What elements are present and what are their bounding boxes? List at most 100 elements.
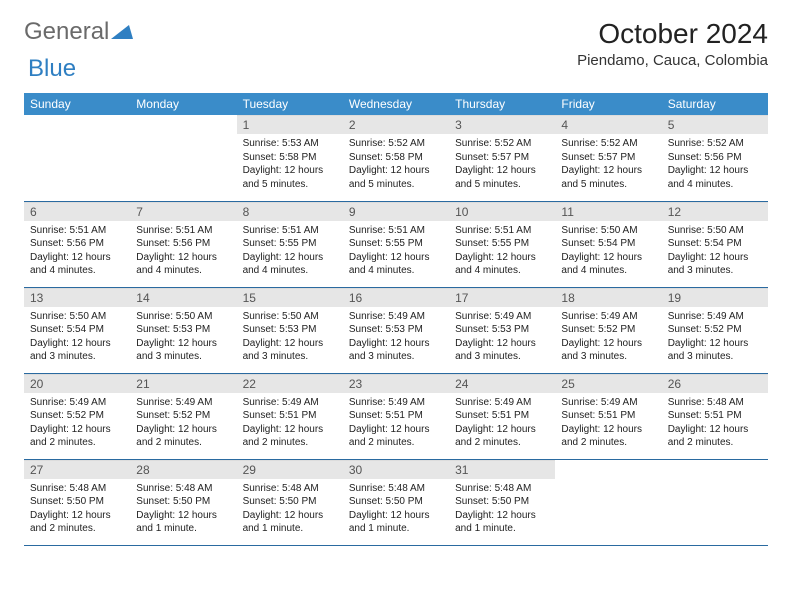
day-details: Sunrise: 5:49 AMSunset: 5:52 PMDaylight:…	[662, 307, 768, 369]
calendar-week-row: 13Sunrise: 5:50 AMSunset: 5:54 PMDayligh…	[24, 287, 768, 373]
day-details: Sunrise: 5:49 AMSunset: 5:52 PMDaylight:…	[555, 307, 661, 369]
location-text: Piendamo, Cauca, Colombia	[577, 52, 768, 69]
logo: General	[24, 18, 133, 46]
title-block: October 2024 Piendamo, Cauca, Colombia	[577, 18, 768, 69]
calendar-day-cell	[555, 459, 661, 545]
calendar-day-cell: 3Sunrise: 5:52 AMSunset: 5:57 PMDaylight…	[449, 115, 555, 201]
weekday-header: Wednesday	[343, 93, 449, 115]
calendar-day-cell: 30Sunrise: 5:48 AMSunset: 5:50 PMDayligh…	[343, 459, 449, 545]
day-details: Sunrise: 5:48 AMSunset: 5:50 PMDaylight:…	[24, 479, 130, 541]
calendar-day-cell	[662, 459, 768, 545]
day-number: 28	[130, 460, 236, 479]
day-number: 17	[449, 288, 555, 307]
day-details: Sunrise: 5:48 AMSunset: 5:51 PMDaylight:…	[662, 393, 768, 455]
day-number: 27	[24, 460, 130, 479]
day-number: 18	[555, 288, 661, 307]
calendar-day-cell: 19Sunrise: 5:49 AMSunset: 5:52 PMDayligh…	[662, 287, 768, 373]
weekday-header: Thursday	[449, 93, 555, 115]
day-number: 13	[24, 288, 130, 307]
calendar-day-cell: 13Sunrise: 5:50 AMSunset: 5:54 PMDayligh…	[24, 287, 130, 373]
day-number: 7	[130, 202, 236, 221]
day-details: Sunrise: 5:49 AMSunset: 5:51 PMDaylight:…	[237, 393, 343, 455]
day-details: Sunrise: 5:49 AMSunset: 5:51 PMDaylight:…	[343, 393, 449, 455]
calendar-day-cell: 17Sunrise: 5:49 AMSunset: 5:53 PMDayligh…	[449, 287, 555, 373]
calendar-day-cell: 6Sunrise: 5:51 AMSunset: 5:56 PMDaylight…	[24, 201, 130, 287]
calendar-header: SundayMondayTuesdayWednesdayThursdayFrid…	[24, 93, 768, 115]
calendar-day-cell: 1Sunrise: 5:53 AMSunset: 5:58 PMDaylight…	[237, 115, 343, 201]
day-number: 2	[343, 115, 449, 134]
day-details: Sunrise: 5:52 AMSunset: 5:57 PMDaylight:…	[449, 134, 555, 196]
weekday-header: Tuesday	[237, 93, 343, 115]
day-number: 10	[449, 202, 555, 221]
day-details: Sunrise: 5:51 AMSunset: 5:55 PMDaylight:…	[343, 221, 449, 283]
day-details: Sunrise: 5:49 AMSunset: 5:52 PMDaylight:…	[130, 393, 236, 455]
day-number: 1	[237, 115, 343, 134]
calendar-day-cell: 26Sunrise: 5:48 AMSunset: 5:51 PMDayligh…	[662, 373, 768, 459]
calendar-day-cell: 25Sunrise: 5:49 AMSunset: 5:51 PMDayligh…	[555, 373, 661, 459]
day-number: 26	[662, 374, 768, 393]
day-details: Sunrise: 5:48 AMSunset: 5:50 PMDaylight:…	[343, 479, 449, 541]
day-details: Sunrise: 5:50 AMSunset: 5:54 PMDaylight:…	[555, 221, 661, 283]
weekday-header: Monday	[130, 93, 236, 115]
day-number: 23	[343, 374, 449, 393]
day-number: 16	[343, 288, 449, 307]
day-number: 24	[449, 374, 555, 393]
day-number: 3	[449, 115, 555, 134]
calendar-day-cell: 4Sunrise: 5:52 AMSunset: 5:57 PMDaylight…	[555, 115, 661, 201]
day-number: 22	[237, 374, 343, 393]
calendar-day-cell: 18Sunrise: 5:49 AMSunset: 5:52 PMDayligh…	[555, 287, 661, 373]
calendar-day-cell: 7Sunrise: 5:51 AMSunset: 5:56 PMDaylight…	[130, 201, 236, 287]
day-details: Sunrise: 5:51 AMSunset: 5:56 PMDaylight:…	[24, 221, 130, 283]
logo-triangle-icon	[111, 18, 133, 46]
day-number: 9	[343, 202, 449, 221]
calendar-week-row: 6Sunrise: 5:51 AMSunset: 5:56 PMDaylight…	[24, 201, 768, 287]
day-details: Sunrise: 5:50 AMSunset: 5:53 PMDaylight:…	[237, 307, 343, 369]
calendar-day-cell: 2Sunrise: 5:52 AMSunset: 5:58 PMDaylight…	[343, 115, 449, 201]
calendar-day-cell: 14Sunrise: 5:50 AMSunset: 5:53 PMDayligh…	[130, 287, 236, 373]
calendar-day-cell: 16Sunrise: 5:49 AMSunset: 5:53 PMDayligh…	[343, 287, 449, 373]
day-details: Sunrise: 5:51 AMSunset: 5:56 PMDaylight:…	[130, 221, 236, 283]
day-details: Sunrise: 5:49 AMSunset: 5:53 PMDaylight:…	[449, 307, 555, 369]
day-details: Sunrise: 5:50 AMSunset: 5:54 PMDaylight:…	[24, 307, 130, 369]
day-details: Sunrise: 5:48 AMSunset: 5:50 PMDaylight:…	[130, 479, 236, 541]
day-number: 29	[237, 460, 343, 479]
calendar-day-cell: 21Sunrise: 5:49 AMSunset: 5:52 PMDayligh…	[130, 373, 236, 459]
calendar-day-cell: 22Sunrise: 5:49 AMSunset: 5:51 PMDayligh…	[237, 373, 343, 459]
day-number: 20	[24, 374, 130, 393]
day-number: 21	[130, 374, 236, 393]
calendar-day-cell: 29Sunrise: 5:48 AMSunset: 5:50 PMDayligh…	[237, 459, 343, 545]
calendar-day-cell: 24Sunrise: 5:49 AMSunset: 5:51 PMDayligh…	[449, 373, 555, 459]
day-details: Sunrise: 5:53 AMSunset: 5:58 PMDaylight:…	[237, 134, 343, 196]
day-number: 31	[449, 460, 555, 479]
calendar-day-cell: 10Sunrise: 5:51 AMSunset: 5:55 PMDayligh…	[449, 201, 555, 287]
calendar-day-cell: 8Sunrise: 5:51 AMSunset: 5:55 PMDaylight…	[237, 201, 343, 287]
day-number: 8	[237, 202, 343, 221]
day-number: 25	[555, 374, 661, 393]
calendar-week-row: 1Sunrise: 5:53 AMSunset: 5:58 PMDaylight…	[24, 115, 768, 201]
calendar-day-cell: 31Sunrise: 5:48 AMSunset: 5:50 PMDayligh…	[449, 459, 555, 545]
day-details: Sunrise: 5:49 AMSunset: 5:52 PMDaylight:…	[24, 393, 130, 455]
calendar-day-cell	[130, 115, 236, 201]
calendar-day-cell: 28Sunrise: 5:48 AMSunset: 5:50 PMDayligh…	[130, 459, 236, 545]
calendar-day-cell: 9Sunrise: 5:51 AMSunset: 5:55 PMDaylight…	[343, 201, 449, 287]
month-title: October 2024	[577, 18, 768, 50]
day-details: Sunrise: 5:49 AMSunset: 5:51 PMDaylight:…	[449, 393, 555, 455]
calendar-day-cell: 20Sunrise: 5:49 AMSunset: 5:52 PMDayligh…	[24, 373, 130, 459]
day-number: 14	[130, 288, 236, 307]
calendar-day-cell: 11Sunrise: 5:50 AMSunset: 5:54 PMDayligh…	[555, 201, 661, 287]
day-details: Sunrise: 5:52 AMSunset: 5:56 PMDaylight:…	[662, 134, 768, 196]
calendar-week-row: 20Sunrise: 5:49 AMSunset: 5:52 PMDayligh…	[24, 373, 768, 459]
day-number: 4	[555, 115, 661, 134]
day-number: 15	[237, 288, 343, 307]
day-details: Sunrise: 5:51 AMSunset: 5:55 PMDaylight:…	[449, 221, 555, 283]
logo-text-general: General	[24, 18, 109, 46]
day-details: Sunrise: 5:49 AMSunset: 5:51 PMDaylight:…	[555, 393, 661, 455]
day-details: Sunrise: 5:50 AMSunset: 5:54 PMDaylight:…	[662, 221, 768, 283]
day-details: Sunrise: 5:48 AMSunset: 5:50 PMDaylight:…	[449, 479, 555, 541]
weekday-header: Sunday	[24, 93, 130, 115]
calendar-day-cell: 23Sunrise: 5:49 AMSunset: 5:51 PMDayligh…	[343, 373, 449, 459]
calendar-day-cell: 15Sunrise: 5:50 AMSunset: 5:53 PMDayligh…	[237, 287, 343, 373]
day-number: 19	[662, 288, 768, 307]
logo-text-blue: Blue	[28, 55, 76, 83]
calendar-day-cell: 5Sunrise: 5:52 AMSunset: 5:56 PMDaylight…	[662, 115, 768, 201]
